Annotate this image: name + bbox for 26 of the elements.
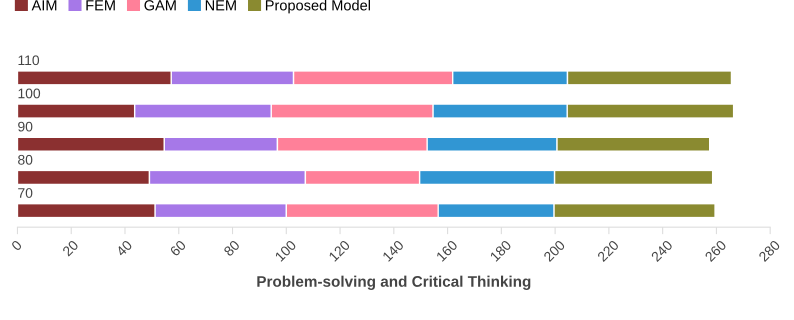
x-tick-label: 280: [758, 240, 781, 262]
y-tick-label: 70: [18, 188, 32, 198]
legend-label: Proposed Model: [266, 0, 370, 14]
x-tick-label: 240: [650, 240, 674, 262]
legend-label: GAM: [144, 0, 176, 10]
x-tick-label: 0: [10, 240, 22, 252]
x-tick-label: 20: [62, 240, 79, 257]
x-tick-label: 120: [328, 240, 351, 262]
x-tick-label: 140: [382, 240, 404, 262]
x-tick-label: 220: [596, 240, 620, 262]
y-tick-label: 90: [18, 122, 32, 132]
y-tick-label: 80: [18, 154, 32, 165]
x-tick-label: 160: [436, 240, 458, 262]
legend-label: AIM: [32, 0, 56, 10]
x-tick-label: 200: [543, 240, 566, 262]
y-tick-label: 100: [18, 88, 40, 98]
x-tick-label: 100: [274, 240, 297, 262]
x-tick-label: 60: [169, 240, 186, 257]
y-tick-label: 110: [18, 55, 40, 66]
x-tick-label: 180: [490, 240, 512, 262]
x-axis-title: Problem-solving and Critical Thinking: [257, 276, 530, 290]
legend-label: FEM: [86, 0, 115, 10]
x-tick-label: 80: [223, 240, 240, 257]
x-tick-label: 260: [704, 240, 727, 262]
x-tick-label: 40: [115, 240, 133, 257]
legend-label: NEM: [206, 0, 236, 10]
